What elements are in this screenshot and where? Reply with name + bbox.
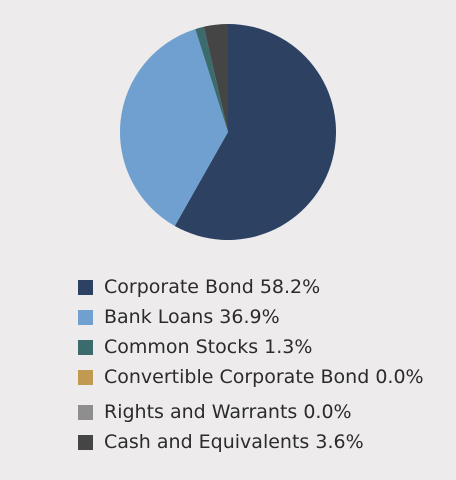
legend-item-cash-and-equivalents: Cash and Equivalents 3.6% bbox=[78, 431, 448, 453]
legend-value: 3.6% bbox=[315, 431, 364, 453]
legend-label: Rights and Warrants bbox=[104, 401, 298, 423]
legend-label: Bank Loans bbox=[104, 306, 214, 328]
legend-value: 58.2% bbox=[259, 276, 321, 298]
legend-value: 0.0% bbox=[375, 366, 424, 388]
legend-item-convertible-corporate-bond: Convertible Corporate Bond 0.0% bbox=[78, 366, 448, 388]
legend-value: 1.3% bbox=[264, 336, 313, 358]
legend: Corporate Bond 58.2% Bank Loans 36.9% Co… bbox=[78, 276, 448, 461]
pie-slice-corporate-bond bbox=[174, 24, 336, 241]
legend-label: Corporate Bond bbox=[104, 276, 254, 298]
legend-label: Convertible Corporate Bond bbox=[104, 366, 370, 388]
legend-swatch bbox=[78, 340, 93, 355]
legend-value: 0.0% bbox=[303, 401, 352, 423]
pie-plot bbox=[120, 24, 336, 241]
legend-item-rights-and-warrants: Rights and Warrants 0.0% bbox=[78, 401, 448, 423]
legend-item-common-stocks: Common Stocks 1.3% bbox=[78, 336, 448, 358]
legend-item-bank-loans: Bank Loans 36.9% bbox=[78, 306, 448, 328]
legend-swatch bbox=[78, 435, 93, 450]
legend-item-corporate-bond: Corporate Bond 58.2% bbox=[78, 276, 448, 298]
legend-swatch bbox=[78, 370, 93, 385]
legend-swatch bbox=[78, 405, 93, 420]
legend-swatch bbox=[78, 310, 93, 325]
legend-label: Common Stocks bbox=[104, 336, 259, 358]
legend-label: Cash and Equivalents bbox=[104, 431, 310, 453]
pie-slice-bank-loans bbox=[120, 29, 228, 226]
pie-slice-cash-and-equivalents bbox=[203, 24, 228, 132]
legend-swatch bbox=[78, 280, 93, 295]
pie-slice-common-stocks bbox=[195, 26, 228, 132]
legend-value: 36.9% bbox=[219, 306, 280, 328]
